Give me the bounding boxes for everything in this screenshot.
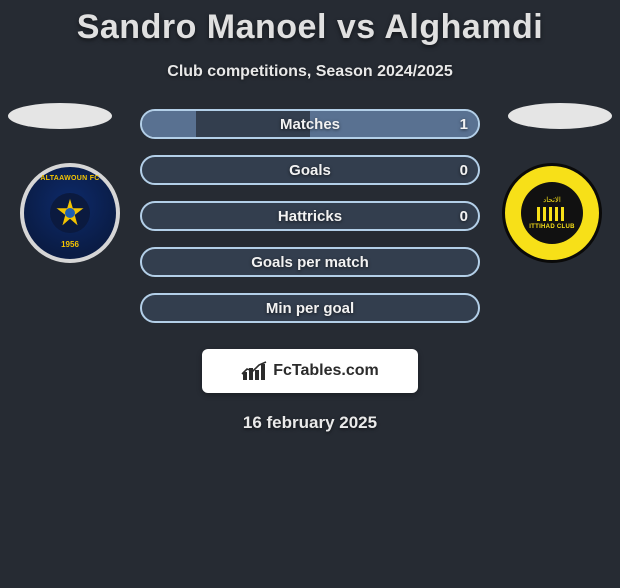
stat-bar: Min per goal [140, 293, 480, 323]
subtitle: Club competitions, Season 2024/2025 [0, 63, 620, 81]
bar-chart-icon [241, 360, 267, 382]
page-title: Sandro Manoel vs Alghamdi [0, 8, 620, 47]
comparison-arena: ALTAAWOUN FC 1956 الاتحاد ITTIHAD CLUB M… [0, 109, 620, 339]
brand-box: FcTables.com [202, 349, 418, 393]
stat-bars: Matches 1 Goals 0 Hattricks 0 Goals per match M… [140, 109, 480, 339]
left-oval [8, 103, 112, 129]
stat-bar: Hattricks 0 [140, 201, 480, 231]
left-club-year: 1956 [24, 240, 116, 249]
stat-bar: Matches 1 [140, 109, 480, 139]
right-oval [508, 103, 612, 129]
left-club-name: ALTAAWOUN FC [24, 175, 116, 182]
stat-label: Goals [289, 162, 331, 179]
stat-right-value: 1 [460, 111, 468, 137]
right-club-logo: الاتحاد ITTIHAD CLUB [502, 163, 602, 263]
right-club-emblem: الاتحاد ITTIHAD CLUB [521, 182, 583, 244]
brand-text: FcTables.com [273, 362, 379, 380]
right-club-name: ITTIHAD CLUB [529, 224, 575, 230]
stat-bar: Goals per match [140, 247, 480, 277]
left-club-logo: ALTAAWOUN FC 1956 [20, 163, 120, 263]
stat-right-value: 0 [460, 157, 468, 183]
stat-label: Goals per match [251, 254, 369, 271]
left-club-emblem [50, 193, 90, 233]
stat-fill-left [142, 111, 196, 137]
star-ball-icon [53, 196, 87, 230]
right-club-arabic: الاتحاد [543, 196, 561, 204]
stat-right-value: 0 [460, 203, 468, 229]
stat-label: Hattricks [278, 208, 342, 225]
stat-bar: Goals 0 [140, 155, 480, 185]
stat-label: Matches [280, 116, 340, 133]
date-stamp: 16 february 2025 [0, 413, 620, 433]
stat-label: Min per goal [266, 300, 354, 317]
stripes-icon [537, 207, 567, 221]
